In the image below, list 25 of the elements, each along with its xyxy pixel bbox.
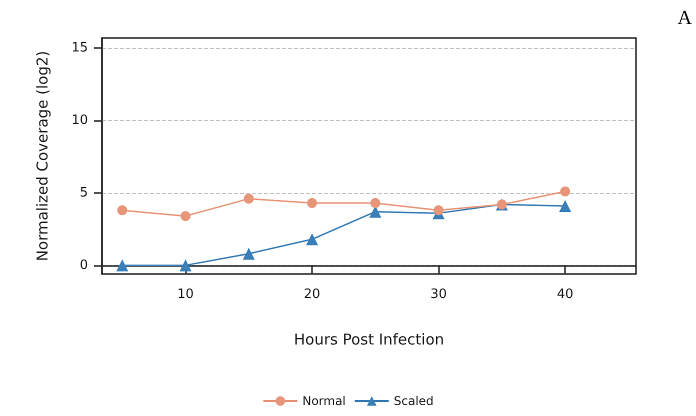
point: [307, 198, 318, 208]
text: A: [678, 7, 693, 29]
x-tick-label: 20: [304, 287, 320, 302]
legend-label: Normal: [302, 394, 346, 408]
y-tick-label: 15: [71, 40, 88, 56]
y-tick-label: 0: [80, 258, 88, 273]
legend-label: Scaled: [394, 394, 434, 408]
x-tick-label: 40: [556, 287, 574, 302]
point: [244, 194, 254, 204]
x-axis-title: Hours Post Infection: [294, 330, 444, 348]
point: [180, 259, 192, 272]
point: [306, 233, 318, 246]
point: [180, 211, 191, 222]
point: [370, 198, 380, 208]
point: [116, 259, 128, 272]
y-tick-label: 5: [80, 185, 88, 200]
x-tick-label: 10: [177, 287, 194, 302]
point: [560, 186, 570, 196]
point: [434, 205, 444, 216]
point: [117, 205, 128, 216]
point: [242, 248, 255, 260]
point: [559, 200, 572, 212]
y-axis-title: Normalized Coverage (log2): [34, 50, 52, 262]
x-tick-label: 30: [430, 287, 447, 302]
y-tick-label: 10: [71, 113, 88, 128]
